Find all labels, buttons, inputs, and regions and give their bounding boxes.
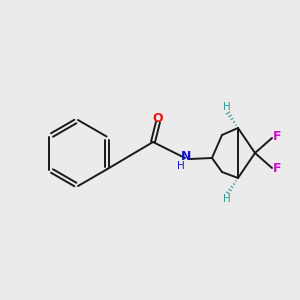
Text: F: F bbox=[273, 130, 281, 143]
Text: F: F bbox=[273, 163, 281, 176]
Text: H: H bbox=[223, 102, 231, 112]
Text: H: H bbox=[177, 161, 185, 171]
Text: H: H bbox=[223, 194, 231, 204]
Text: N: N bbox=[181, 151, 191, 164]
Text: O: O bbox=[153, 112, 163, 124]
